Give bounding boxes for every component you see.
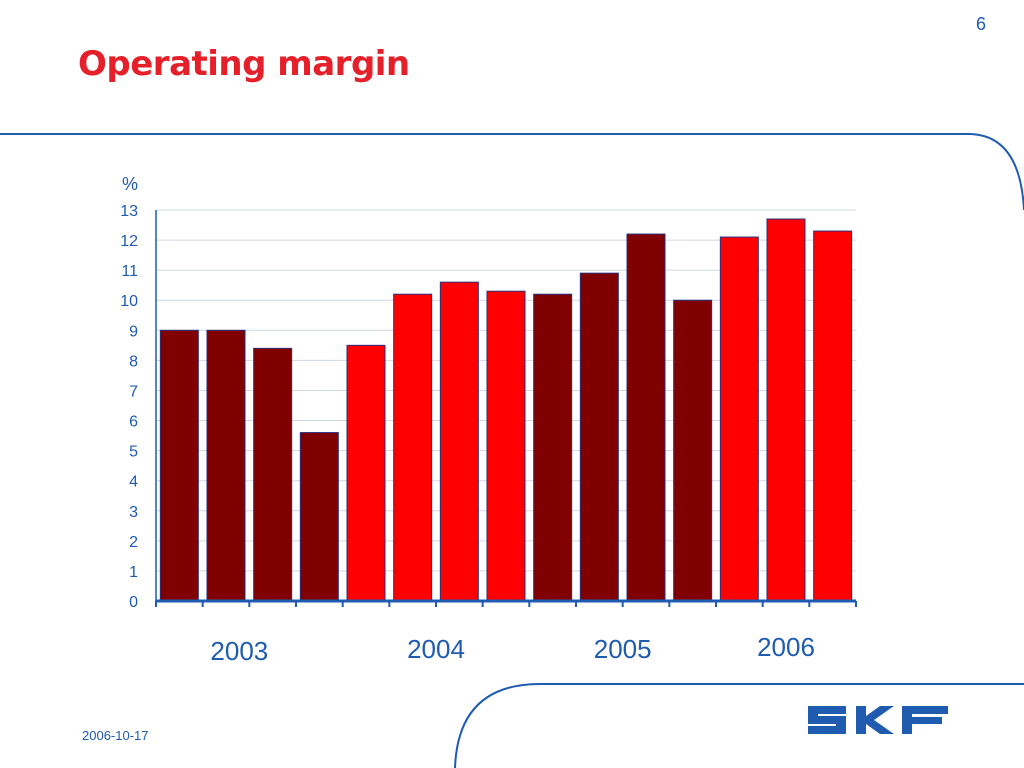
y-tick-label: 12	[120, 233, 138, 250]
y-tick-label: 5	[129, 444, 138, 461]
header-divider-line	[0, 133, 1024, 211]
skf-logo-letter-s	[808, 706, 846, 734]
skf-logo-letter-f	[902, 706, 948, 734]
y-tick-label: 2	[129, 534, 138, 551]
slide-date: 2006-10-17	[82, 728, 149, 743]
bar	[533, 293, 573, 602]
y-tick-label: 13	[120, 203, 138, 220]
y-tick-label: 9	[129, 323, 138, 340]
y-tick-label: 10	[120, 293, 138, 310]
slide-title: Operating margin	[78, 44, 410, 84]
y-tick-label: 0	[129, 594, 138, 611]
bar	[719, 236, 759, 602]
bar	[206, 329, 246, 602]
y-tick-label: 1	[129, 564, 138, 581]
y-tick-label: 6	[129, 414, 138, 431]
y-axis-label: %	[122, 174, 138, 194]
bar	[486, 290, 526, 602]
skf-logo-letter-k	[856, 706, 894, 734]
y-tick-label: 3	[129, 504, 138, 521]
bar	[813, 230, 853, 602]
y-tick-label: 8	[129, 353, 138, 370]
page-number: 6	[975, 14, 986, 34]
bar	[766, 218, 806, 602]
bar	[673, 299, 713, 602]
bar	[346, 344, 386, 602]
footer-divider-line	[454, 683, 1024, 768]
y-tick-label: 11	[121, 263, 138, 280]
x-group-label: 2004	[407, 634, 465, 664]
bar	[253, 347, 293, 602]
x-group-label: 2005	[594, 634, 652, 664]
bar	[393, 293, 433, 602]
x-group-label: 2006	[757, 632, 815, 662]
bar	[579, 272, 619, 602]
skf-logo	[808, 706, 948, 734]
x-group-label: 2003	[210, 636, 268, 666]
bar	[299, 432, 339, 602]
y-tick-label: 7	[129, 383, 138, 400]
bar	[626, 233, 666, 602]
bar	[159, 329, 199, 602]
y-tick-label: 4	[129, 474, 138, 491]
bar	[439, 281, 479, 602]
